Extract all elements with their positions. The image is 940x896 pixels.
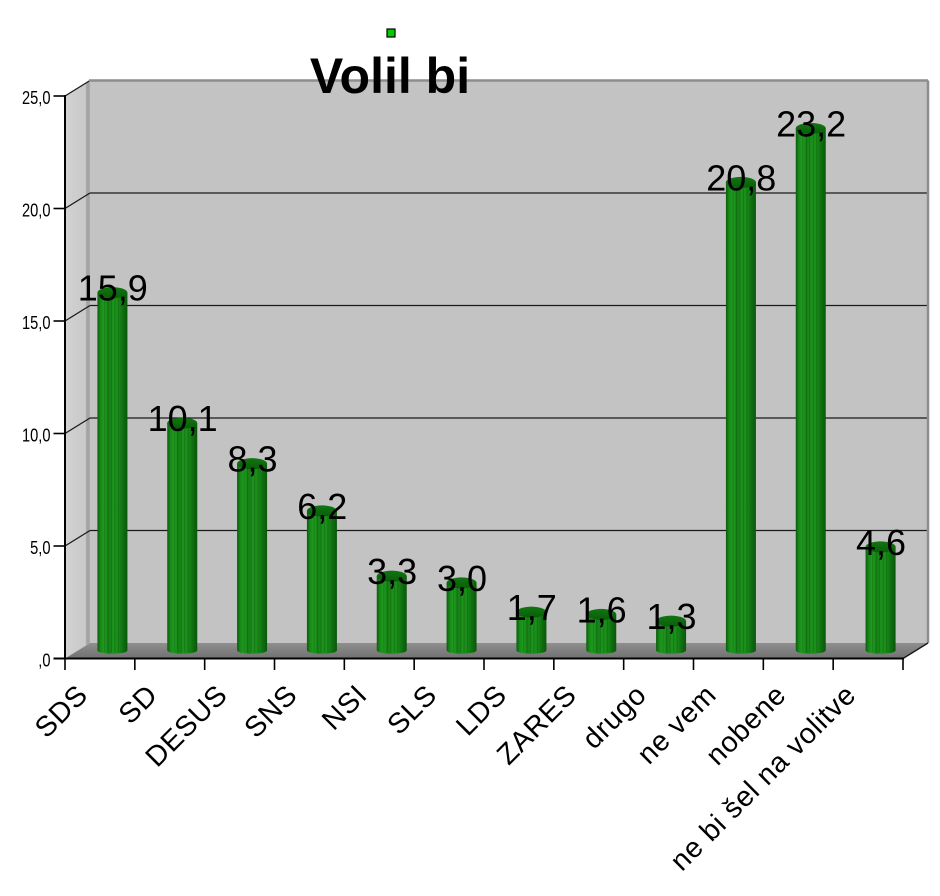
svg-text:Volil bi: Volil bi — [310, 48, 470, 104]
svg-text:6,2: 6,2 — [297, 486, 347, 527]
svg-text:10,1: 10,1 — [148, 398, 218, 439]
svg-text:20,8: 20,8 — [706, 157, 776, 198]
svg-text:3,0: 3,0 — [437, 558, 487, 599]
svg-text:8,3: 8,3 — [227, 439, 277, 480]
svg-text:10,0: 10,0 — [22, 426, 51, 446]
svg-text:5,0: 5,0 — [30, 538, 50, 558]
svg-text:4,6: 4,6 — [856, 522, 906, 563]
svg-text:15,0: 15,0 — [22, 313, 51, 333]
svg-text:,0: ,0 — [38, 651, 50, 671]
svg-text:15,9: 15,9 — [78, 268, 148, 309]
svg-text:20,0: 20,0 — [22, 201, 51, 221]
svg-text:1,3: 1,3 — [646, 596, 696, 637]
svg-text:3,3: 3,3 — [367, 551, 417, 592]
svg-text:25,0: 25,0 — [22, 88, 51, 108]
svg-text:1,6: 1,6 — [577, 589, 627, 630]
svg-text:23,2: 23,2 — [776, 103, 846, 144]
svg-text:1,7: 1,7 — [507, 587, 557, 628]
